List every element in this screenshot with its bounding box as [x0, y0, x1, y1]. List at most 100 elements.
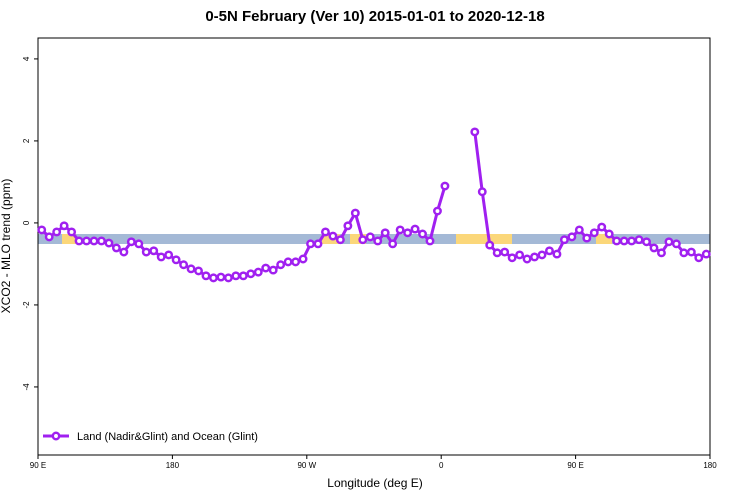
data-point: [231, 271, 241, 281]
data-point: [388, 239, 398, 249]
data-point: [59, 221, 69, 231]
y-tick-label: 4: [22, 56, 31, 61]
data-point: [313, 239, 323, 249]
data-point: [679, 248, 689, 258]
data-point: [246, 269, 256, 279]
y-tick-label: -2: [22, 301, 31, 309]
data-point: [642, 237, 651, 247]
data-point: [597, 222, 607, 232]
data-point: [373, 236, 383, 246]
data-point: [582, 233, 592, 243]
data-point: [522, 254, 532, 264]
data-point: [111, 243, 121, 253]
land-band: [62, 234, 76, 244]
data-point: [694, 253, 704, 263]
data-point: [612, 236, 622, 246]
data-point: [365, 232, 375, 242]
data-point: [134, 239, 144, 249]
data-point: [97, 236, 106, 246]
legend-label: Land (Nadir&Glint) and Ocean (Glint): [77, 431, 258, 443]
data-point: [164, 250, 174, 260]
data-point: [194, 266, 203, 276]
data-point: [634, 235, 644, 245]
data-point: [470, 127, 480, 137]
data-point: [537, 250, 547, 260]
data-point: [156, 252, 166, 262]
data-point: [545, 246, 554, 256]
data-point: [283, 257, 293, 267]
data-point: [141, 247, 151, 257]
data-point: [395, 225, 405, 235]
data-point: [410, 224, 420, 234]
data-point: [52, 227, 62, 237]
plot-frame: [37, 37, 711, 456]
data-point: [657, 248, 666, 258]
data-point: [492, 248, 502, 258]
data-point: [477, 187, 487, 197]
data-point: [335, 235, 345, 245]
data-point: [298, 254, 308, 264]
y-tick-label: 0: [22, 220, 31, 225]
chart-title: 0-5N February (Ver 10) 2015-01-01 to 202…: [205, 8, 544, 25]
data-point: [500, 247, 510, 257]
data-point: [515, 250, 525, 260]
data-point: [380, 228, 390, 238]
y-tick-label: 2: [22, 138, 31, 143]
land-band: [350, 234, 366, 244]
data-point: [328, 231, 338, 241]
data-point: [216, 272, 226, 282]
y-axis-title: XCO2 - MLO trend (ppm): [0, 179, 13, 314]
data-point: [649, 243, 659, 253]
data-point: [276, 260, 286, 270]
data-point: [171, 255, 181, 265]
data-point: [82, 236, 91, 246]
data-point: [418, 229, 427, 239]
x-axis-title: Longitude (deg E): [327, 476, 422, 490]
data-point: [358, 235, 368, 245]
data-point: [74, 236, 84, 246]
data-point: [485, 240, 495, 250]
data-point: [343, 221, 353, 231]
data-point: [37, 225, 47, 235]
data-point: [350, 208, 360, 218]
land-band: [596, 234, 612, 244]
data-point: [604, 229, 614, 239]
x-tick-label: 90 E: [567, 461, 583, 470]
data-point: [507, 253, 517, 263]
x-tick-label: 180: [166, 461, 180, 470]
data-point: [119, 247, 129, 257]
land-band: [456, 234, 512, 244]
data-point: [209, 273, 218, 283]
data-point: [701, 249, 711, 259]
data-point: [179, 260, 189, 270]
data-point: [104, 238, 114, 248]
data-point: [238, 271, 248, 281]
x-tick-label: 0: [439, 461, 444, 470]
data-point: [253, 267, 263, 277]
data-point: [589, 228, 599, 238]
data-point: [67, 227, 77, 237]
data-point: [186, 264, 196, 274]
data-point: [149, 246, 159, 256]
legend-marker: [51, 431, 61, 441]
data-point: [433, 206, 442, 216]
data-point: [619, 236, 629, 246]
data-point: [574, 225, 584, 235]
data-point: [552, 249, 562, 259]
data-point: [261, 263, 271, 273]
data-point: [126, 237, 136, 247]
y-tick-label: -4: [22, 383, 31, 391]
data-point: [291, 257, 301, 267]
x-tick-label: 180: [703, 461, 717, 470]
data-point: [321, 227, 330, 237]
data-point: [530, 252, 539, 262]
data-point: [89, 236, 99, 246]
data-point: [425, 236, 435, 246]
data-point: [686, 247, 696, 257]
data-point: [403, 228, 413, 238]
data-point: [627, 236, 637, 246]
data-point: [664, 237, 674, 247]
x-tick-label: 90 W: [297, 461, 316, 470]
data-point: [440, 181, 450, 191]
data-point: [268, 265, 278, 275]
